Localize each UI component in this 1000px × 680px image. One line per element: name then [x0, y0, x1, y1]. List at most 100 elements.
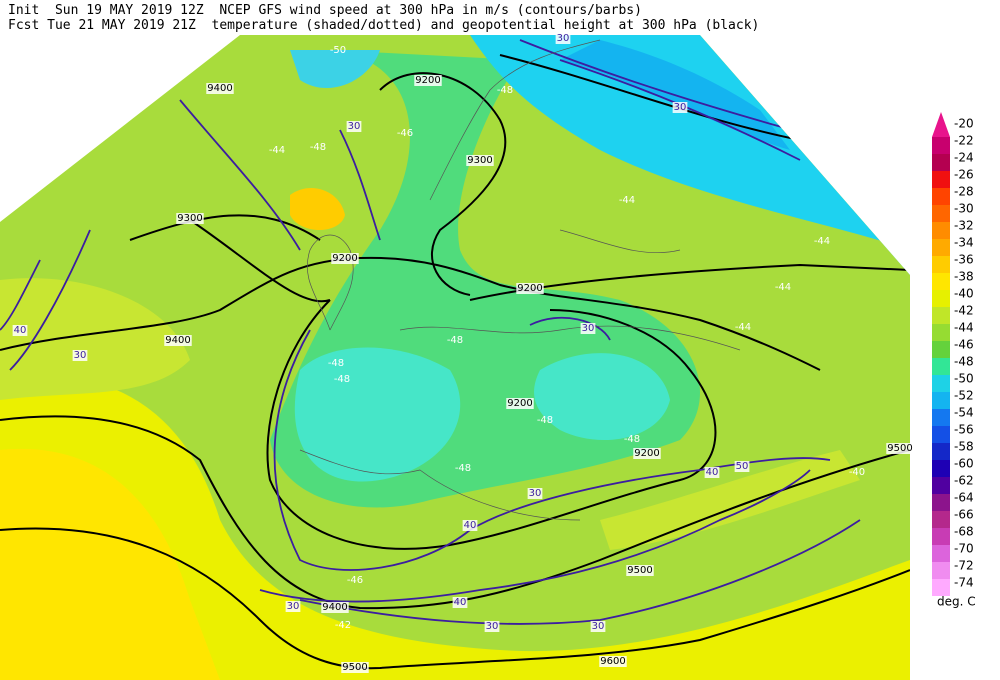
colorbar-label: -26: [954, 168, 974, 182]
wind-label: 40: [706, 467, 719, 478]
colorbar-label: -66: [954, 508, 974, 522]
label-bg: [346, 121, 362, 132]
colorbar-box: [932, 137, 950, 154]
height-label: 9500: [627, 565, 652, 576]
height-label: 9600: [600, 656, 625, 667]
wind-label: 40: [14, 325, 27, 336]
label-bg: [672, 102, 688, 113]
wind-label: 30: [582, 323, 595, 334]
coastlines: [299, 39, 741, 521]
colorbar-box: [932, 341, 950, 358]
height-label: 9400: [322, 602, 347, 613]
wind-label: 40: [454, 597, 467, 608]
colorbar-box: [932, 545, 950, 562]
label-bg: [12, 325, 28, 336]
label-bg: [466, 155, 494, 166]
label-bg: [72, 350, 88, 361]
colorbar-label: -38: [954, 270, 974, 284]
colorbar-box: [932, 154, 950, 171]
label-bg: [555, 33, 571, 44]
temperature-label: -44: [775, 282, 791, 293]
colorbar-label: -46: [954, 338, 974, 352]
wind-label: 30: [557, 33, 570, 44]
wind-label: 30: [529, 488, 542, 499]
colorbar-label: -68: [954, 525, 974, 539]
wind-label: 30: [287, 601, 300, 612]
colorbar-label: -56: [954, 423, 974, 437]
temperature-label: -48: [334, 374, 350, 385]
label-bg: [462, 520, 478, 531]
colorbar-box: [932, 392, 950, 409]
temperature-label: -46: [397, 128, 413, 139]
colorbar-label: -32: [954, 219, 974, 233]
colorbar-label: -24: [954, 151, 974, 165]
colorbar-box: [932, 443, 950, 460]
height-label: 9400: [165, 335, 190, 346]
wind-label: 30: [592, 621, 605, 632]
height-label: 9200: [332, 253, 357, 264]
colorbar-box: [932, 579, 950, 596]
colorbar-label: -74: [954, 576, 974, 590]
colorbar-box: [932, 358, 950, 375]
map: [0, 35, 910, 680]
wind-label: 50: [736, 461, 749, 472]
colorbar-box: [932, 290, 950, 307]
label-bg: [626, 565, 654, 576]
temperature-label: -48: [624, 434, 640, 445]
colorbar-box: [932, 222, 950, 239]
label-bg: [633, 448, 661, 459]
label-bg: [176, 213, 204, 224]
colorbar-label: -52: [954, 389, 974, 403]
label-bg: [414, 75, 442, 86]
colorbar-box: [932, 494, 950, 511]
temperature-label: -48: [447, 335, 463, 346]
label-bg: [206, 83, 234, 94]
height-label: 9200: [507, 398, 532, 409]
label-bg: [331, 253, 359, 264]
wind-label: 30: [74, 350, 87, 361]
temperature-label: -46: [347, 575, 363, 586]
height-label: 9500: [887, 443, 912, 454]
label-bg: [580, 323, 596, 334]
colorbar-box: [932, 562, 950, 579]
colorbar-box: [932, 205, 950, 222]
contour-labels: 9400 9200 9300 9300 9200 9400 9200 9200 9200 9500…: [12, 33, 914, 673]
label-bg: [321, 602, 349, 613]
wind-label: 30: [674, 102, 687, 113]
height-label: 9200: [415, 75, 440, 86]
colorbar-box: [932, 375, 950, 392]
height-label: 9300: [467, 155, 492, 166]
colorbar-label: -50: [954, 372, 974, 386]
colorbar-label: -44: [954, 321, 974, 335]
temperature-label: -50: [330, 45, 346, 56]
colorbar-label: -20: [954, 117, 974, 131]
wind-label: 40: [464, 520, 477, 531]
temperature-label: -48: [310, 142, 326, 153]
label-bg: [164, 335, 192, 346]
height-label: 9300: [177, 213, 202, 224]
colorbar: -20 -22 -24 -26 -28 -30 -32 -34 -36 -38 -40 -42 -44 -…: [932, 112, 974, 596]
temperature-label: -42: [335, 620, 351, 631]
label-bg: [886, 443, 914, 454]
label-bg: [704, 467, 720, 478]
colorbar-label: -62: [954, 474, 974, 488]
label-bg: [516, 283, 544, 294]
height-label: 9400: [207, 83, 232, 94]
colorbar-label: -58: [954, 440, 974, 454]
label-bg: [285, 601, 301, 612]
colorbar-box: [932, 171, 950, 188]
colorbar-box: [932, 528, 950, 545]
height-label: 9200: [634, 448, 659, 459]
colorbar-label: -48: [954, 355, 974, 369]
temperature-label: -48: [455, 463, 471, 474]
colorbar-arrow: [932, 112, 950, 137]
label-bg: [506, 398, 534, 409]
colorbar-box: [932, 273, 950, 290]
colorbar-label: -36: [954, 253, 974, 267]
colorbar-box: [932, 239, 950, 256]
height-label: 9200: [517, 283, 542, 294]
colorbar-box: [932, 409, 950, 426]
colorbar-box: [932, 307, 950, 324]
colorbar-label: -72: [954, 559, 974, 573]
